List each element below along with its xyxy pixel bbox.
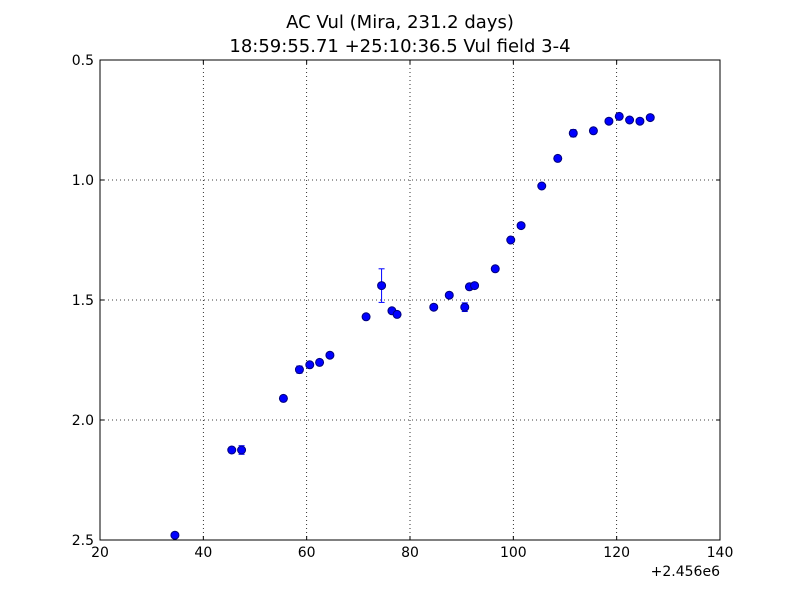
data-point <box>377 281 387 291</box>
data-point <box>588 126 598 136</box>
x-tick-label: 80 <box>401 545 419 561</box>
data-point <box>568 128 578 138</box>
x-tick-label: 100 <box>500 545 527 561</box>
chart-subtitle: 18:59:55.71 +25:10:36.5 Vul field 3-4 <box>229 36 571 57</box>
chart-title: AC Vul (Mira, 231.2 days) <box>286 12 514 33</box>
data-point <box>490 264 500 274</box>
x-offset-label: +2.456e6 <box>651 564 720 580</box>
y-tick-label: 2.5 <box>72 533 94 549</box>
data-points <box>170 111 655 540</box>
data-point <box>278 393 288 403</box>
x-tick-label: 40 <box>194 545 212 561</box>
data-point <box>361 312 371 322</box>
y-tick-label: 1.0 <box>72 173 94 189</box>
x-tick-label: 120 <box>603 545 630 561</box>
y-tick-label: 0.5 <box>72 53 94 69</box>
data-point <box>460 302 470 312</box>
data-point <box>227 445 237 455</box>
data-point <box>470 281 480 291</box>
data-point <box>315 357 325 367</box>
data-point <box>444 290 454 300</box>
data-point <box>392 309 402 319</box>
y-tick-label: 1.5 <box>72 293 94 309</box>
data-point <box>625 115 635 125</box>
data-point <box>305 360 315 370</box>
grid-lines <box>100 60 720 540</box>
data-point <box>537 181 547 191</box>
data-point <box>645 113 655 123</box>
tick-labels: 20 40 60 80 100 120 140 0.5 1.0 1.5 2.0 2.5 <box>72 53 734 561</box>
data-point <box>635 116 645 126</box>
data-point <box>516 221 526 231</box>
error-bars <box>171 113 654 538</box>
x-tick-label: 140 <box>707 545 734 561</box>
data-point <box>325 350 335 360</box>
data-point <box>429 302 439 312</box>
y-tick-label: 2.0 <box>72 413 94 429</box>
data-point <box>237 445 247 455</box>
data-point <box>604 116 614 126</box>
data-point <box>506 235 516 245</box>
data-point <box>294 365 304 375</box>
x-tick-label: 20 <box>91 545 109 561</box>
x-tick-label: 60 <box>298 545 316 561</box>
axis-ticks <box>99 59 721 541</box>
data-point <box>553 153 563 163</box>
data-point <box>170 530 180 540</box>
data-point <box>614 111 624 121</box>
